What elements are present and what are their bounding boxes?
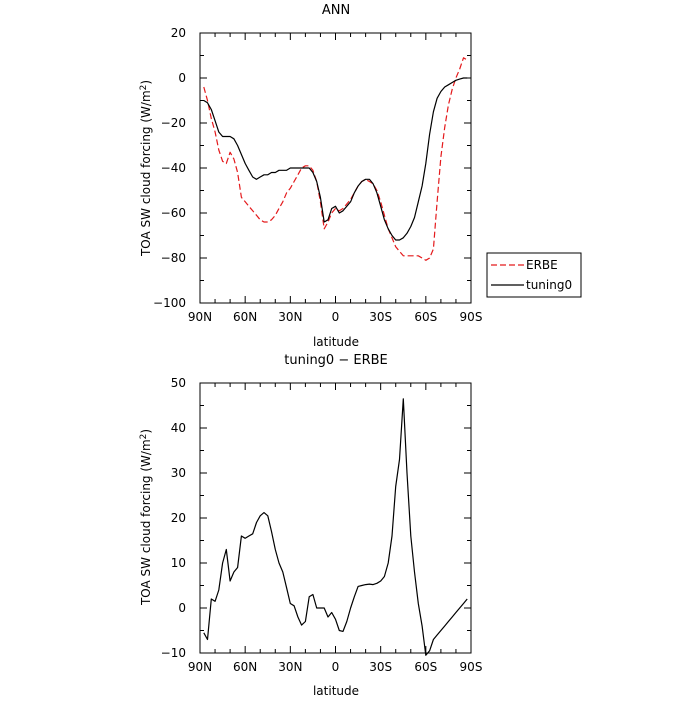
legend-box <box>486 252 582 298</box>
plot-frame <box>199 382 472 654</box>
legend-label-tuning0: tuning0 <box>526 278 572 292</box>
y-tick-label: −10 <box>161 646 186 660</box>
y-tick-label: 30 <box>171 466 186 480</box>
plot-frame <box>199 32 472 304</box>
svg-text:TOA SW cloud forcing (W/m2): TOA SW cloud forcing (W/m2) <box>139 80 153 257</box>
y-axis-label: TOA SW cloud forcing (W/m2) <box>139 80 153 257</box>
x-tick-label: 90S <box>460 660 483 674</box>
x-tick-label: 60N <box>233 660 257 674</box>
svg-text:TOA SW cloud forcing (W/m2): TOA SW cloud forcing (W/m2) <box>139 429 153 606</box>
x-tick-label: 60N <box>233 310 257 324</box>
x-tick-label: 90N <box>188 310 212 324</box>
y-axis-label: TOA SW cloud forcing (W/m2) <box>139 429 153 606</box>
panel-annual-mean: ANN latitude TOA SW cloud forcing (W/m2)… <box>139 3 582 349</box>
series-line-erbe <box>203 57 468 261</box>
x-axis-label: latitude <box>313 335 359 349</box>
x-tick-label: 60S <box>414 660 437 674</box>
chart-title: ANN <box>322 3 350 18</box>
x-tick-label: 0 <box>332 310 340 324</box>
series-line-tuning0 <box>203 77 468 241</box>
y-tick-label: 20 <box>171 511 186 525</box>
series-line-series-0 <box>203 398 468 656</box>
y-tick-label: −60 <box>161 206 186 220</box>
x-tick-label: 30S <box>369 660 392 674</box>
x-axis-label: latitude <box>313 684 359 698</box>
y-tick-label: 0 <box>178 601 186 615</box>
legend-label-erbe: ERBE <box>526 258 558 272</box>
x-tick-label: 60S <box>414 310 437 324</box>
y-tick-label: 40 <box>171 421 186 435</box>
x-tick-label: 90N <box>188 660 212 674</box>
y-tick-label: 50 <box>171 376 186 390</box>
y-tick-label: −20 <box>161 116 186 130</box>
y-tick-label: 20 <box>171 26 186 40</box>
y-tick-label: −40 <box>161 161 186 175</box>
legend: ERBE tuning0 <box>486 252 582 298</box>
x-tick-label: 30N <box>278 310 302 324</box>
y-tick-label: 0 <box>178 71 186 85</box>
x-tick-label: 30S <box>369 310 392 324</box>
y-tick-label: 10 <box>171 556 186 570</box>
panel-difference: tuning0 − ERBE latitude TOA SW cloud for… <box>139 353 482 698</box>
y-tick-label: −80 <box>161 251 186 265</box>
x-tick-label: 90S <box>460 310 483 324</box>
x-tick-label: 0 <box>332 660 340 674</box>
chart-title: tuning0 − ERBE <box>284 353 388 368</box>
y-tick-label: −100 <box>153 296 186 310</box>
x-tick-label: 30N <box>278 660 302 674</box>
